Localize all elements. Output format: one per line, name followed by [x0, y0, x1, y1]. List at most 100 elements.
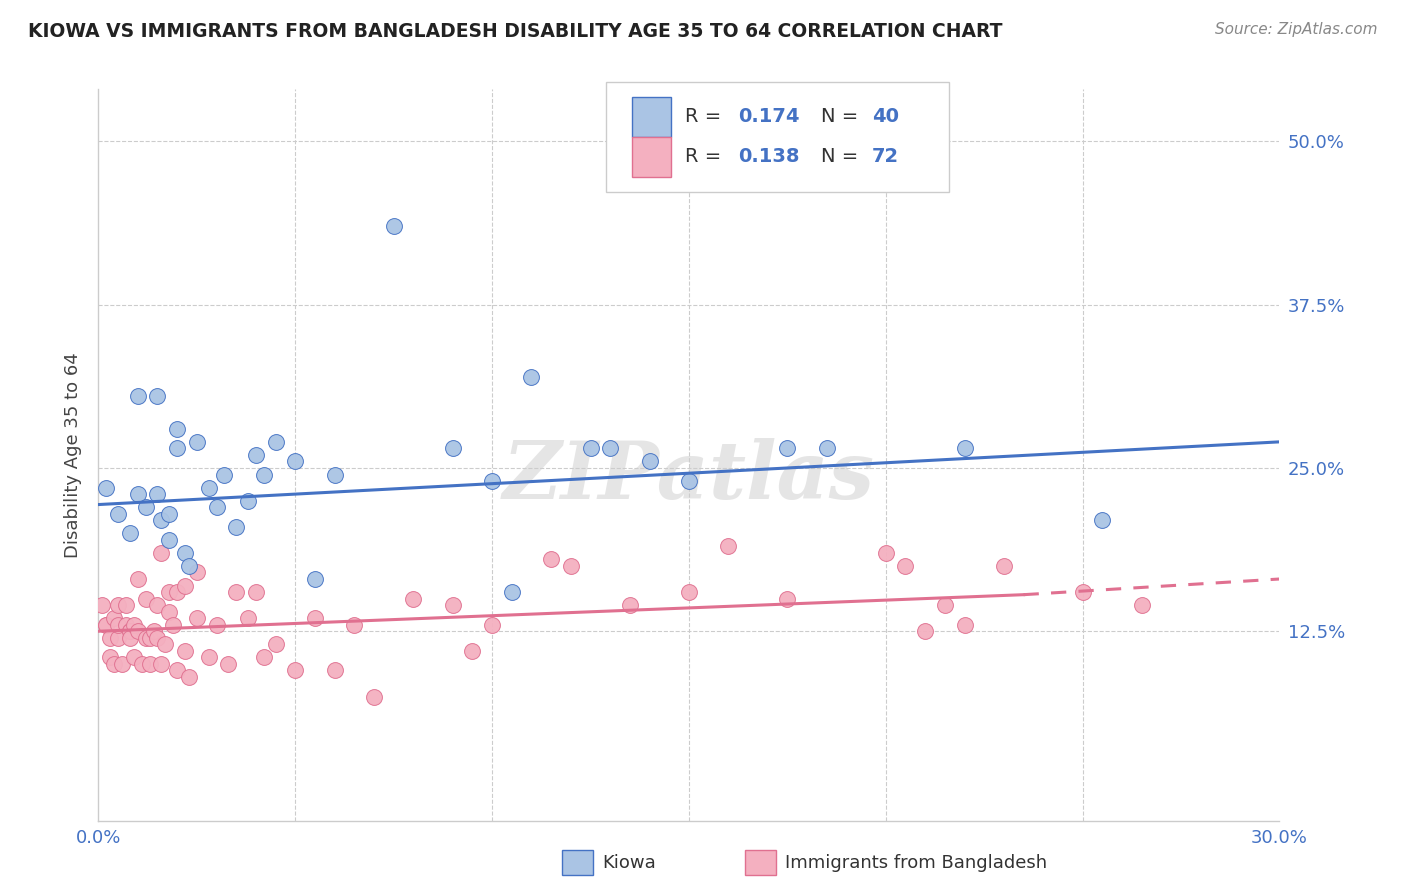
Point	[441, 442, 464, 456]
Point	[174, 644, 197, 658]
Point	[107, 598, 129, 612]
Point	[217, 657, 239, 671]
Point	[205, 617, 228, 632]
Point	[402, 591, 425, 606]
Text: N =: N =	[821, 147, 865, 166]
Point	[284, 664, 307, 678]
Point	[776, 442, 799, 456]
Point	[166, 422, 188, 436]
Point	[135, 631, 157, 645]
Point	[118, 624, 141, 639]
Point	[323, 467, 346, 482]
Point	[197, 650, 219, 665]
Point	[115, 598, 138, 612]
Point	[1091, 513, 1114, 527]
Point	[894, 558, 917, 573]
Point	[1071, 585, 1094, 599]
Point	[111, 657, 134, 671]
Text: Kiowa: Kiowa	[602, 855, 655, 872]
Point	[98, 631, 121, 645]
Point	[150, 546, 173, 560]
Point	[481, 474, 503, 488]
Point	[678, 585, 700, 599]
Text: ZIPatlas: ZIPatlas	[503, 438, 875, 516]
Point	[678, 474, 700, 488]
Point	[560, 558, 582, 573]
Point	[96, 617, 118, 632]
Point	[540, 552, 562, 566]
Point	[205, 500, 228, 515]
Point	[934, 598, 956, 612]
Point	[103, 657, 125, 671]
Point	[157, 585, 180, 599]
Point	[131, 657, 153, 671]
Point	[481, 617, 503, 632]
Point	[619, 598, 641, 612]
Point	[253, 650, 276, 665]
Text: R =: R =	[685, 107, 728, 126]
Point	[717, 539, 740, 553]
Point	[323, 664, 346, 678]
Point	[197, 481, 219, 495]
Point	[953, 442, 976, 456]
Point	[96, 617, 118, 632]
Point	[96, 481, 118, 495]
Point	[461, 644, 484, 658]
FancyBboxPatch shape	[633, 96, 671, 136]
Point	[166, 664, 188, 678]
Point	[953, 617, 976, 632]
Point	[520, 369, 543, 384]
Y-axis label: Disability Age 35 to 64: Disability Age 35 to 64	[65, 352, 83, 558]
Point	[157, 507, 180, 521]
Point	[118, 624, 141, 639]
Point	[103, 611, 125, 625]
Point	[142, 624, 165, 639]
Point	[599, 442, 621, 456]
Point	[127, 572, 149, 586]
Text: Immigrants from Bangladesh: Immigrants from Bangladesh	[785, 855, 1046, 872]
Text: Source: ZipAtlas.com: Source: ZipAtlas.com	[1215, 22, 1378, 37]
Point	[162, 617, 184, 632]
Point	[122, 617, 145, 632]
Point	[177, 558, 200, 573]
Point	[382, 219, 405, 234]
Text: R =: R =	[685, 147, 728, 166]
Point	[127, 389, 149, 403]
Point	[98, 650, 121, 665]
Text: KIOWA VS IMMIGRANTS FROM BANGLADESH DISABILITY AGE 35 TO 64 CORRELATION CHART: KIOWA VS IMMIGRANTS FROM BANGLADESH DISA…	[28, 22, 1002, 41]
Point	[91, 598, 114, 612]
Point	[166, 585, 188, 599]
FancyBboxPatch shape	[606, 82, 949, 192]
Point	[1130, 598, 1153, 612]
Point	[264, 434, 287, 449]
Point	[150, 513, 173, 527]
Point	[225, 585, 247, 599]
Point	[155, 637, 177, 651]
Point	[245, 585, 267, 599]
Point	[186, 566, 208, 580]
Point	[127, 487, 149, 501]
Point	[115, 617, 138, 632]
Point	[236, 493, 259, 508]
Point	[776, 591, 799, 606]
FancyBboxPatch shape	[633, 136, 671, 177]
Point	[638, 454, 661, 468]
Point	[122, 650, 145, 665]
Text: N =: N =	[821, 107, 865, 126]
Point	[186, 611, 208, 625]
Point	[157, 605, 180, 619]
Point	[174, 578, 197, 592]
Point	[150, 657, 173, 671]
Point	[875, 546, 897, 560]
Point	[118, 631, 141, 645]
Point	[186, 434, 208, 449]
Point	[284, 454, 307, 468]
Point	[363, 690, 385, 704]
Point	[815, 442, 838, 456]
Point	[174, 546, 197, 560]
Point	[225, 520, 247, 534]
Point	[107, 617, 129, 632]
Point	[245, 448, 267, 462]
Point	[304, 611, 326, 625]
Point	[146, 631, 169, 645]
